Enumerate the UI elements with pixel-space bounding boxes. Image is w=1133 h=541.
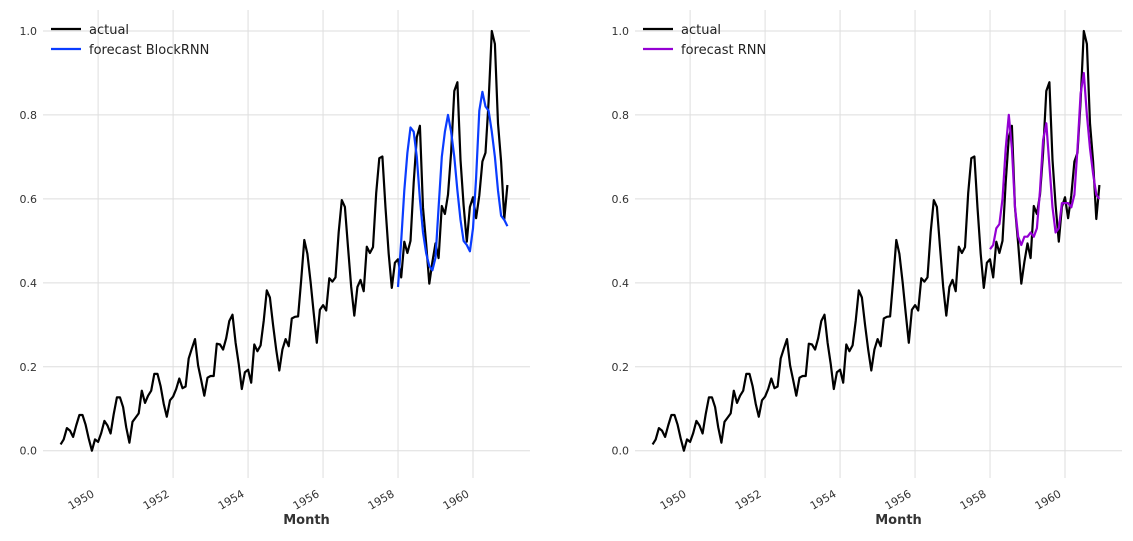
y-tick-label: 1.0 — [20, 25, 38, 38]
y-tick-label: 0.6 — [20, 193, 38, 206]
x-tick-label: 1956 — [291, 487, 322, 512]
x-tick-label: 1960 — [441, 487, 472, 512]
chart-panel-2: 1950 1952 1954 1956 1958 1960 0.0 0.2 0.4 0.6 0.8 1… — [612, 10, 1122, 528]
y-tick-label: 1.0 — [612, 25, 630, 38]
y-tick-label: 0.8 — [612, 109, 630, 122]
forecast-series-line — [396, 90, 509, 288]
legend-label: actual — [681, 23, 721, 38]
x-tick-label: 1958 — [958, 487, 989, 512]
legend-label: forecast BlockRNN — [89, 43, 209, 58]
y-tick-label: 0.4 — [20, 277, 38, 290]
y-tick-label: 0.2 — [20, 361, 38, 374]
y-tick-label: 0.8 — [20, 109, 38, 122]
x-axis-label: Month — [875, 513, 922, 528]
actual-series-line — [59, 29, 509, 452]
chart-panel-1: 1950 1952 1954 1956 1958 1960 0.0 0.2 0.4 0.6 0.8 1… — [20, 10, 530, 528]
x-axis-label: Month — [283, 513, 330, 528]
y-tick-label: 0.0 — [20, 445, 38, 458]
y-tick-label: 0.6 — [612, 193, 630, 206]
y-tick-label: 0.0 — [612, 445, 630, 458]
legend-label: forecast RNN — [681, 43, 766, 58]
actual-series-line — [651, 29, 1101, 452]
forecast-series-line — [989, 71, 1101, 250]
x-tick-label: 1950 — [658, 487, 689, 512]
x-tick-label: 1956 — [883, 487, 914, 512]
x-tick-label: 1954 — [216, 487, 247, 512]
legend-label: actual — [89, 23, 129, 38]
y-tick-label: 0.4 — [612, 277, 630, 290]
x-tick-label: 1950 — [66, 487, 97, 512]
x-tick-label: 1952 — [141, 487, 172, 512]
x-tick-label: 1954 — [808, 487, 839, 512]
x-tick-label: 1958 — [366, 487, 397, 512]
x-tick-label: 1960 — [1033, 487, 1064, 512]
y-tick-label: 0.2 — [612, 361, 630, 374]
x-tick-label: 1952 — [733, 487, 764, 512]
